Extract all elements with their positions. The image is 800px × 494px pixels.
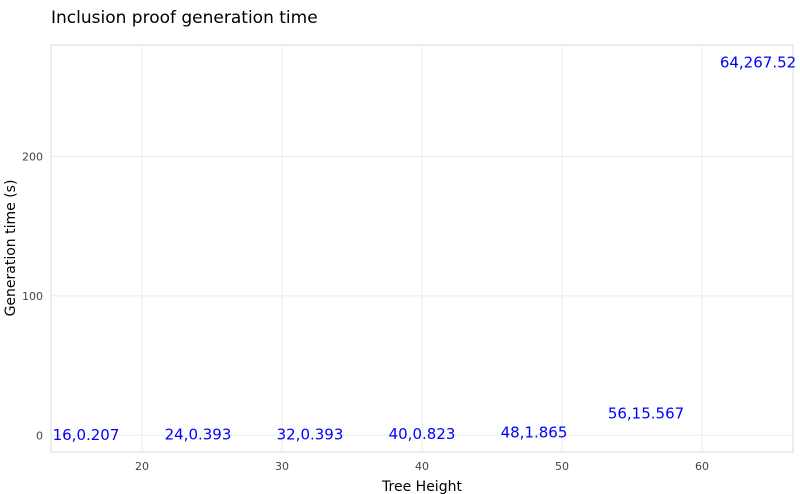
x-tick-label: 60 xyxy=(695,460,709,473)
x-tick-label: 40 xyxy=(415,460,429,473)
data-point-label: 40,0.823 xyxy=(389,425,456,443)
y-tick-label: 100 xyxy=(22,290,43,303)
chart-title: Inclusion proof generation time xyxy=(51,8,318,28)
x-axis-title: Tree Height xyxy=(381,479,462,494)
data-labels: 16,0.207 24,0.393 32,0.393 40,0.823 48,1.865… xyxy=(53,53,797,444)
data-point-label: 48,1.865 xyxy=(501,424,568,442)
axis-ticks: 20 30 40 50 60 0 100 200 xyxy=(22,151,709,473)
data-point-label: 56,15.567 xyxy=(608,405,684,423)
x-tick-label: 30 xyxy=(275,460,289,473)
x-tick-label: 50 xyxy=(555,460,569,473)
x-tick-label: 20 xyxy=(135,460,149,473)
grid-lines xyxy=(51,45,793,452)
y-tick-label: 200 xyxy=(22,151,43,164)
data-point-label: 24,0.393 xyxy=(165,426,232,444)
data-point-label: 16,0.207 xyxy=(53,426,120,444)
data-point-label: 64,267.52 xyxy=(720,53,796,71)
y-tick-label: 0 xyxy=(36,429,43,442)
data-point-label: 32,0.393 xyxy=(277,426,344,444)
y-axis-title: Generation time (s) xyxy=(3,180,19,317)
